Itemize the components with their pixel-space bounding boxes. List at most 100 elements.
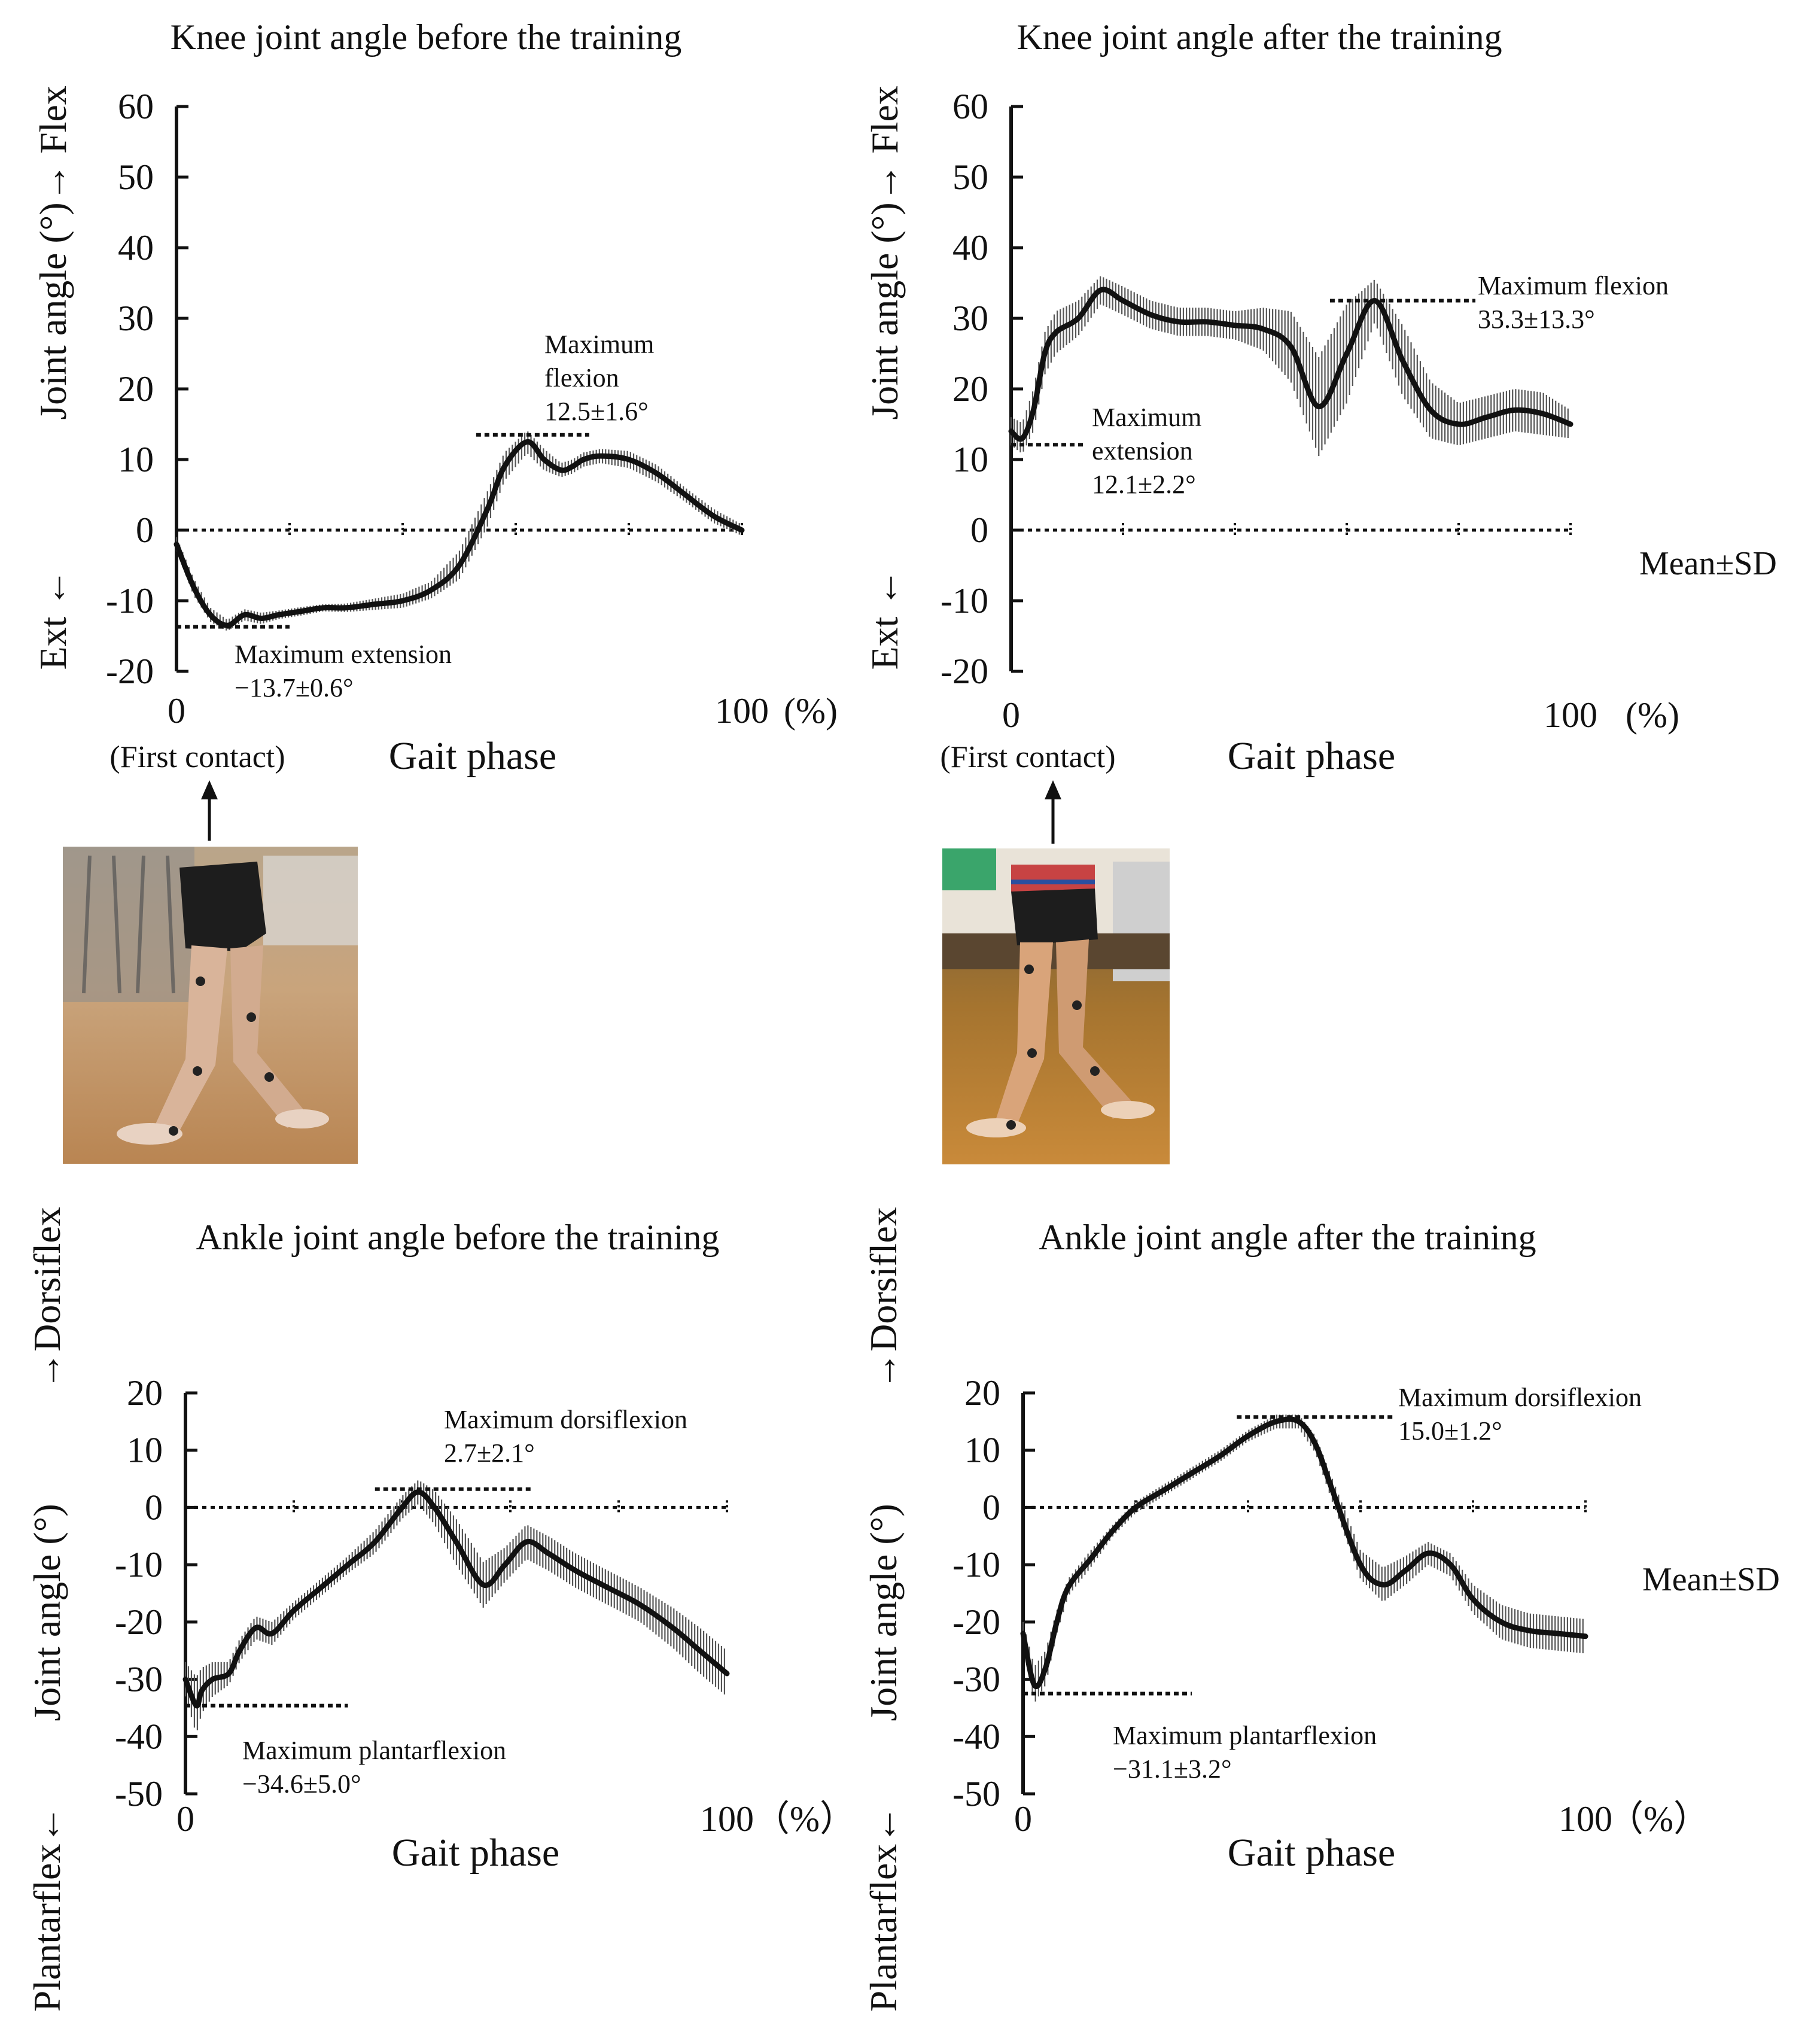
x-start-label: 0: [168, 691, 185, 731]
mean-sd-label-ankle: Mean±SD: [1642, 1561, 1780, 1598]
x-start-label: 0: [1014, 1799, 1032, 1839]
y-axis-positive-label: → Flex: [32, 86, 74, 202]
y-tick-label: 50: [118, 157, 154, 197]
annotation-line: 12.5±1.6°: [544, 397, 649, 426]
mean-sd-label-knee: Mean±SD: [1639, 545, 1777, 582]
y-tick-label: 60: [118, 87, 154, 126]
chart-knee_before: Knee joint angle before the training 60 50…: [32, 17, 838, 778]
annotation: Maximum dorsiflexion 15.0±1.2°: [1398, 1383, 1642, 1446]
annotation: Maximum flexion 33.3±13.3°: [1478, 271, 1669, 334]
mean-line: [174, 439, 745, 628]
annotation-line: −34.6±5.0°: [242, 1769, 361, 1799]
y-tick-label: 30: [118, 299, 154, 338]
mean-line: [1020, 1416, 1588, 1689]
annotation: Maximum extension −13.7±0.6°: [235, 640, 452, 702]
chart-knee_after: Knee joint angle after the training 60 50 4…: [863, 17, 1679, 778]
before-training-photo: [63, 847, 358, 1164]
annotation-line: −13.7±0.6°: [235, 673, 354, 702]
annotation-line: Maximum dorsiflexion: [444, 1405, 687, 1434]
annotation-line: 15.0±1.2°: [1398, 1416, 1502, 1446]
y-tick-label: 40: [952, 228, 988, 267]
y-tick-label: -10: [106, 581, 154, 620]
annotation: Maximum plantarflexion −34.6±5.0°: [242, 1736, 506, 1799]
annotation: Maximum extension 12.1±2.2°: [1092, 403, 1201, 499]
y-tick-label: 0: [145, 1487, 163, 1527]
x-axis-title: Gait phase: [1228, 734, 1395, 778]
x-start-label: 0: [1002, 695, 1020, 735]
y-tick-label: 20: [964, 1373, 1000, 1413]
y-tick-label: 0: [136, 510, 154, 550]
y-tick-label: 0: [982, 1487, 1000, 1527]
y-tick-label: 0: [970, 510, 988, 550]
y-tick-label: 30: [952, 299, 988, 338]
y-tick-label: 10: [964, 1431, 1000, 1470]
x-axis-title: Gait phase: [392, 1831, 559, 1875]
x-end-label: 100: [1559, 1799, 1612, 1839]
first-contact-label-after: (First contact): [940, 740, 1115, 774]
annotation-line: −31.1±3.2°: [1113, 1754, 1232, 1784]
y-tick-label: -20: [941, 652, 988, 691]
y-tick-label: 20: [118, 369, 154, 409]
sd-band: [1010, 276, 1569, 457]
y-tick-label: -40: [115, 1717, 163, 1756]
annotation-line: Maximum: [1092, 403, 1201, 432]
annotation-line: 2.7±2.1°: [444, 1438, 535, 1468]
y-axis-positive-label: →Dorsiflex: [26, 1207, 68, 1390]
y-tick-label: 20: [127, 1373, 163, 1413]
annotation-line: Maximum dorsiflexion: [1398, 1383, 1642, 1412]
x-unit-label: (%): [1626, 695, 1679, 735]
y-tick-label: 10: [127, 1431, 163, 1470]
chart-ankle_after: Ankle joint angle after the training 20 10…: [862, 1207, 1709, 2012]
y-tick-label: -40: [952, 1717, 1000, 1756]
x-end-label: 100: [700, 1799, 754, 1839]
y-tick-label: -50: [952, 1774, 1000, 1814]
annotation-line: Maximum plantarflexion: [1113, 1721, 1377, 1750]
annotation-line: Maximum plantarflexion: [242, 1736, 506, 1765]
chart-title: Ankle joint angle after the training: [1039, 1218, 1536, 1257]
y-tick-label: -10: [115, 1545, 163, 1584]
y-tick-label: -10: [941, 581, 988, 620]
annotation-line: Maximum: [544, 330, 654, 359]
y-tick-label: -10: [952, 1545, 1000, 1584]
y-tick-label: 60: [952, 87, 988, 126]
first-contact-label-before: (First contact): [109, 740, 285, 774]
mean-line: [1008, 287, 1574, 442]
x-start-label: 0: [176, 1799, 194, 1839]
y-axis-title: Joint angle (°): [26, 1504, 68, 1721]
chart-title: Ankle joint angle before the training: [196, 1218, 720, 1257]
annotation-line: flexion: [544, 363, 619, 393]
y-axis-positive-label: → Flex: [863, 86, 906, 202]
y-tick-label: -20: [952, 1602, 1000, 1642]
annotation-line: Maximum flexion: [1478, 271, 1669, 300]
y-axis-positive-label: →Dorsiflex: [862, 1207, 905, 1390]
mean-line: [182, 1489, 730, 1709]
chart-title: Knee joint angle after the training: [1016, 17, 1502, 57]
y-tick-label: 20: [952, 369, 988, 409]
y-tick-label: -20: [106, 652, 154, 691]
y-axis-negative-label: Plantarflex←: [862, 1806, 905, 2012]
y-axis-negative-label: Ext ←: [863, 569, 906, 670]
annotation-line: Maximum extension: [235, 640, 452, 669]
first-contact-arrowhead-before: [201, 780, 218, 799]
annotation-line: extension: [1092, 436, 1193, 466]
chart-title: Knee joint angle before the training: [171, 17, 682, 57]
annotation: Maximum dorsiflexion 2.7±2.1°: [444, 1405, 687, 1468]
y-tick-label: -50: [115, 1774, 163, 1814]
annotation: Maximum flexion 12.5±1.6°: [544, 330, 654, 426]
chart-ankle_before: Ankle joint angle before the training 20 1…: [26, 1207, 856, 2012]
y-tick-label: 40: [118, 228, 154, 267]
y-axis-title: Joint angle (°): [32, 202, 74, 419]
y-tick-label: 10: [118, 440, 154, 479]
x-end-label: 100: [1544, 695, 1597, 735]
y-tick-label: -30: [115, 1660, 163, 1699]
y-tick-label: 50: [952, 157, 988, 197]
y-tick-label: -30: [952, 1660, 1000, 1699]
x-axis-title: Gait phase: [1228, 1831, 1395, 1875]
y-tick-label: -20: [115, 1602, 163, 1642]
x-unit-label: （%）: [754, 1799, 856, 1839]
y-tick-label: 10: [952, 440, 988, 479]
after-training-photo: [942, 848, 1170, 1164]
annotation-line: 12.1±2.2°: [1092, 470, 1196, 499]
y-axis-negative-label: Plantarflex←: [26, 1806, 68, 2012]
